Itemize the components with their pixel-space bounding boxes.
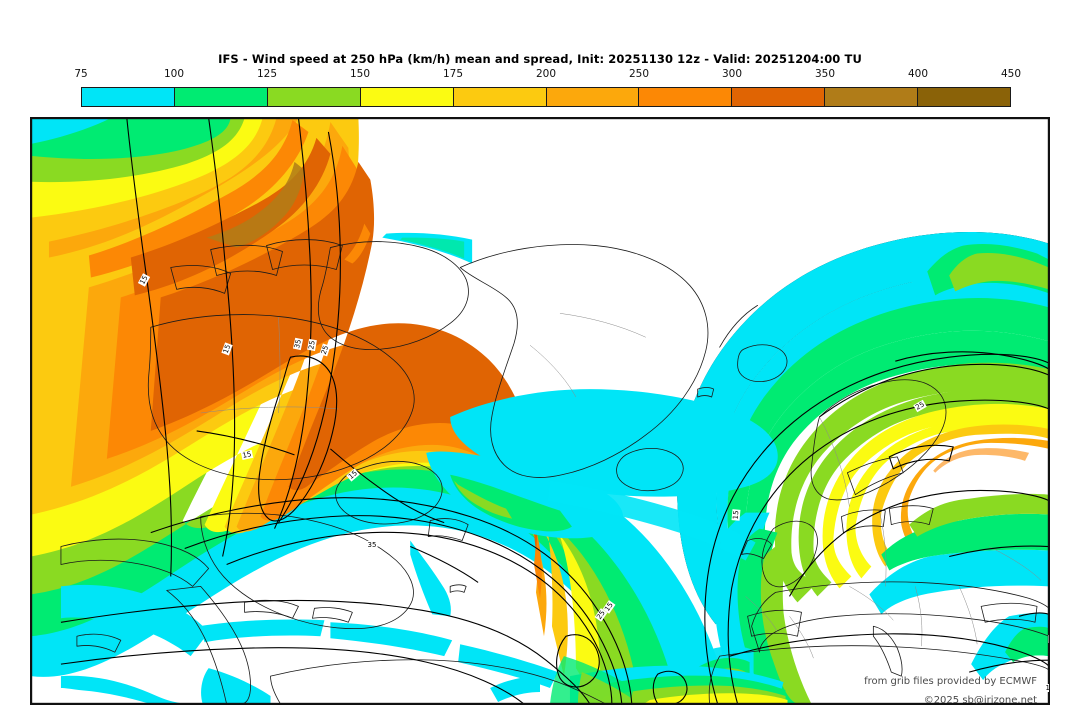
colorbar-segment-3	[360, 88, 454, 106]
colorbar-segment-1	[174, 88, 268, 106]
colorbar-segment-9	[918, 88, 1011, 106]
colorbar-segment-8	[825, 88, 919, 106]
page-title: IFS - Wind speed at 250 hPa (km/h) mean …	[218, 52, 862, 66]
colorbar-tick-125: 125	[256, 68, 278, 80]
colorbar	[81, 87, 1011, 107]
map-panel[interactable]: 1515251535253515251525251515151525 from …	[30, 117, 1050, 705]
credit-ecmwf: from grib files provided by ECMWF	[864, 676, 1037, 687]
colorbar-tick-100: 100	[163, 68, 185, 80]
colorbar-tick-labels: 75 100 125 150 175 200 250 300 350 400 450	[74, 68, 1021, 84]
coastlines	[60, 239, 1049, 704]
colorbar-tick-350: 350	[814, 68, 836, 80]
contour-label: 35	[366, 541, 378, 549]
map-svg	[31, 118, 1049, 704]
colorbar-tick-150: 150	[349, 68, 371, 80]
colorbar-tick-175: 175	[442, 68, 464, 80]
spread-contours	[60, 118, 1049, 704]
contour-label: 15	[1048, 635, 1049, 643]
filled-contours	[31, 118, 1049, 704]
colorbar-segment-2	[267, 88, 361, 106]
colorbar-tick-250: 250	[628, 68, 650, 80]
colorbar-tick-450: 450	[1000, 68, 1022, 80]
colorbar-tick-400: 400	[907, 68, 929, 80]
colorbar-segment-7	[732, 88, 826, 106]
colorbar-segment-6	[639, 88, 733, 106]
credit-author: ©2025 sb@irizone.net	[923, 695, 1037, 705]
contour-label: 15	[731, 509, 741, 521]
colorbar-segments	[81, 87, 1011, 107]
political-borders	[200, 313, 1042, 659]
colorbar-tick-200: 200	[535, 68, 557, 80]
colorbar-segment-0	[82, 88, 175, 106]
colorbar-tick-75: 75	[74, 68, 88, 80]
contour-label: 15	[1044, 684, 1049, 692]
colorbar-tick-300: 300	[721, 68, 743, 80]
colorbar-segment-4	[453, 88, 547, 106]
colorbar-segment-5	[546, 88, 640, 106]
